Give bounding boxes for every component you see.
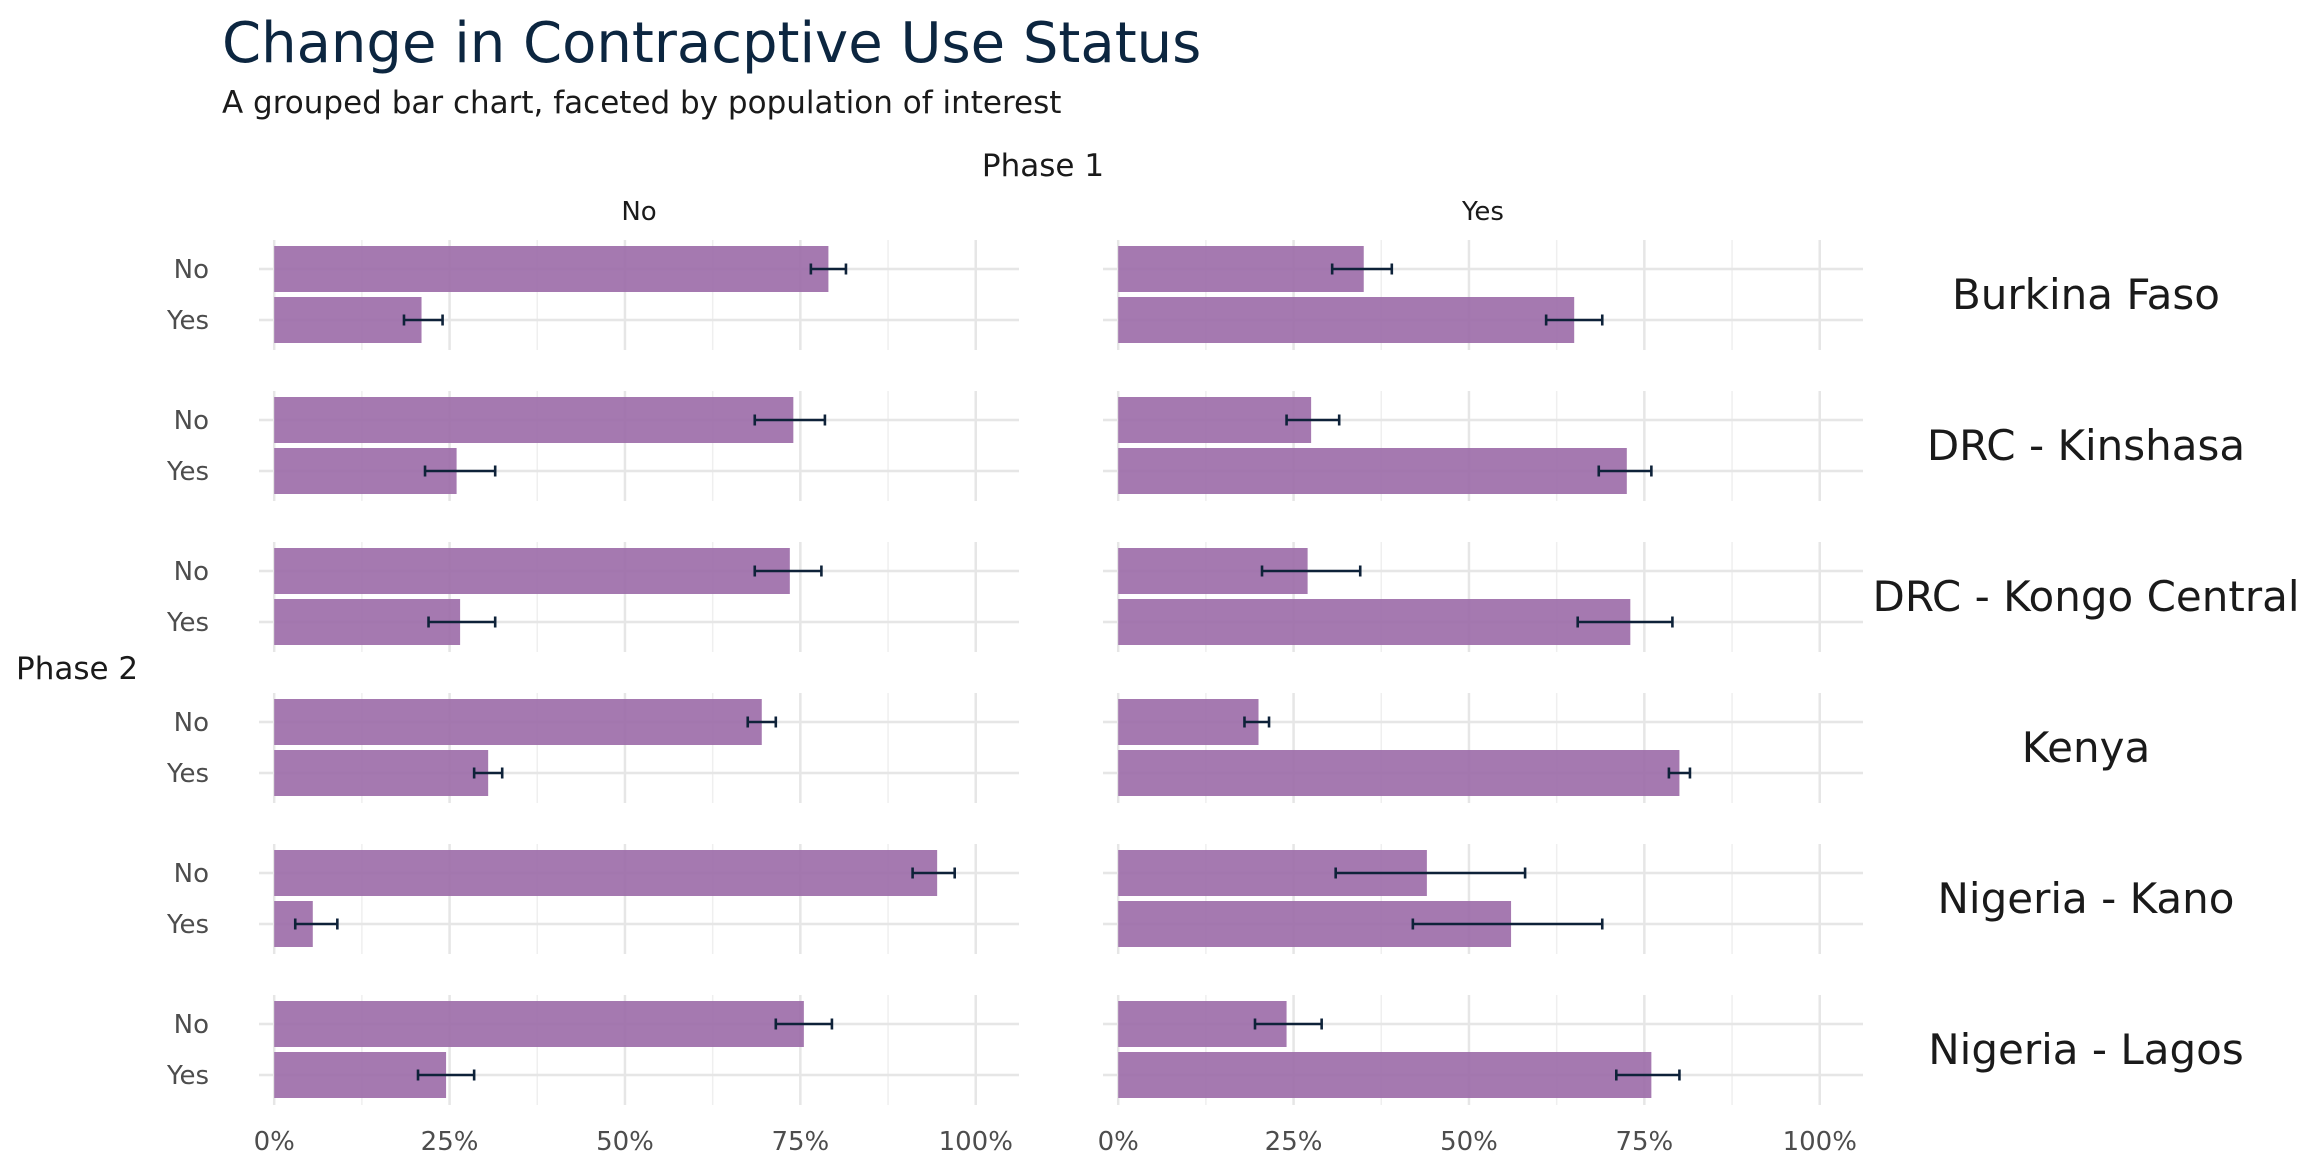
x-tick-label: 25% bbox=[421, 1127, 479, 1152]
y-tick-label: No bbox=[174, 859, 209, 889]
y-tick-label: Yes bbox=[166, 457, 209, 487]
y-tick-label: No bbox=[174, 1010, 209, 1040]
y-tick-label: No bbox=[174, 406, 209, 436]
facet-row: No Yes DRC - Kongo Central bbox=[166, 542, 2300, 652]
bar bbox=[274, 246, 829, 292]
x-tick-label: 100% bbox=[939, 1127, 1013, 1152]
facet-panel bbox=[259, 391, 1019, 501]
facet-row-label: Nigeria - Kano bbox=[1938, 874, 2235, 923]
facet-row: No Yes Nigeria - Kano bbox=[166, 844, 2234, 954]
bar bbox=[274, 1001, 804, 1047]
bar bbox=[1118, 448, 1627, 494]
bar bbox=[274, 850, 938, 896]
facet-panel bbox=[1103, 844, 1863, 954]
bar bbox=[1118, 599, 1631, 645]
facet-row-label: DRC - Kinshasa bbox=[1927, 421, 2245, 470]
bar bbox=[1118, 750, 1680, 796]
facet-row-label: DRC - Kongo Central bbox=[1872, 572, 2299, 621]
bar bbox=[1118, 1052, 1652, 1098]
facet-panel bbox=[1103, 693, 1863, 803]
chart-title: Change in Contracptive Use Status bbox=[222, 11, 1201, 76]
y-tick-label: No bbox=[174, 557, 209, 587]
x-tick-label: 0% bbox=[254, 1127, 295, 1152]
bar bbox=[1118, 397, 1312, 443]
x-tick-label: 25% bbox=[1265, 1127, 1323, 1152]
panels-layer: No Yes No Yes Burkina Faso No Yes DRC - Kinshas… bbox=[166, 197, 2299, 1152]
bar bbox=[274, 750, 489, 796]
y-tick-label: No bbox=[174, 255, 209, 285]
y-tick-label: Yes bbox=[166, 910, 209, 940]
facet-row-label: Burkina Faso bbox=[1952, 270, 2220, 319]
x-tick-label: 50% bbox=[1440, 1127, 1498, 1152]
facet-row-label: Nigeria - Lagos bbox=[1928, 1025, 2244, 1074]
x-tick-label: 75% bbox=[1615, 1127, 1673, 1152]
bar bbox=[274, 548, 790, 594]
facet-panel bbox=[259, 995, 1019, 1105]
chart-subtitle: A grouped bar chart, faceted by populati… bbox=[222, 85, 1061, 121]
y-tick-label: No bbox=[174, 708, 209, 738]
facet-row-label: Kenya bbox=[2022, 723, 2151, 772]
y-tick-label: Yes bbox=[166, 1061, 209, 1091]
column-strip-label: Yes bbox=[1461, 197, 1504, 227]
facet-panel bbox=[259, 844, 1019, 954]
facet-panel bbox=[259, 542, 1019, 652]
facet-row: No Yes Burkina Faso bbox=[166, 240, 2220, 350]
facet-row: No Yes Nigeria - Lagos bbox=[166, 995, 2244, 1105]
facet-panel bbox=[259, 240, 1019, 350]
facet-panel bbox=[1103, 240, 1863, 350]
bar bbox=[274, 397, 794, 443]
x-tick-label: 100% bbox=[1783, 1127, 1857, 1152]
facet-panel bbox=[1103, 995, 1863, 1105]
y-tick-label: Yes bbox=[166, 306, 209, 336]
bar bbox=[1118, 699, 1259, 745]
facet-row: No Yes DRC - Kinshasa bbox=[166, 391, 2245, 501]
facet-panel bbox=[1103, 391, 1863, 501]
bar bbox=[274, 297, 422, 343]
row-axis-title: Phase 2 bbox=[16, 651, 138, 687]
facet-row: No Yes Kenya bbox=[166, 693, 2150, 803]
facet-panel bbox=[259, 693, 1019, 803]
bar bbox=[274, 699, 762, 745]
x-tick-label: 0% bbox=[1098, 1127, 1139, 1152]
column-strip-title: Phase 1 bbox=[982, 148, 1104, 184]
x-tick-label: 50% bbox=[596, 1127, 654, 1152]
facet-panel bbox=[1103, 542, 1863, 652]
y-tick-label: Yes bbox=[166, 608, 209, 638]
bar bbox=[1118, 297, 1575, 343]
bar bbox=[1118, 246, 1364, 292]
column-strip-label: No bbox=[621, 197, 656, 227]
x-tick-label: 75% bbox=[771, 1127, 829, 1152]
y-tick-label: Yes bbox=[166, 759, 209, 789]
